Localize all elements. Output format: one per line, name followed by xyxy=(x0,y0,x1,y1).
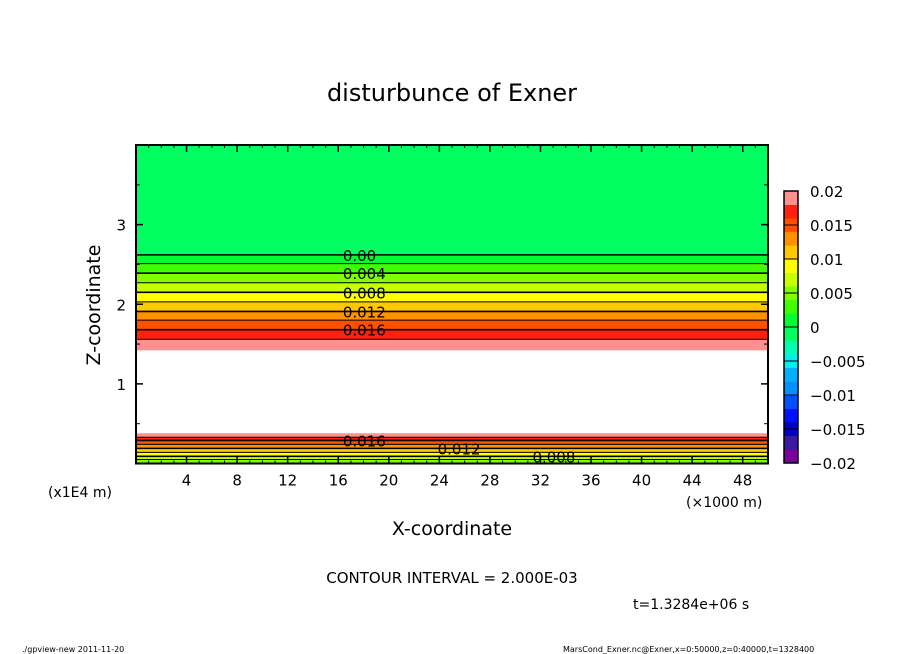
x-tick-label: 44 xyxy=(683,472,702,490)
colorbar-tick-label: −0.02 xyxy=(810,455,856,473)
contour-band xyxy=(136,456,768,460)
y-tick-label: 3 xyxy=(116,217,126,235)
colorbar-tick-label: −0.015 xyxy=(810,421,866,439)
colorbar-swatch xyxy=(784,367,798,382)
contour-label: 0.016 xyxy=(343,432,386,450)
colorbar-tick-label: 0.02 xyxy=(810,183,843,201)
contour-band xyxy=(136,320,768,330)
contour-band xyxy=(136,254,768,264)
contour-band xyxy=(136,448,768,453)
colorbar-swatch xyxy=(784,340,798,355)
colorbar-tick-label: −0.005 xyxy=(810,353,866,371)
contour-band xyxy=(136,433,768,438)
colorbar-swatch xyxy=(784,191,798,205)
contour-band xyxy=(136,444,768,449)
colorbar-swatch xyxy=(784,245,798,260)
contour-band xyxy=(136,452,768,457)
contour-band xyxy=(136,437,768,441)
colorbar-swatch xyxy=(784,395,798,409)
x-tick-label: 28 xyxy=(480,472,499,490)
colorbar-tick-label: −0.01 xyxy=(810,387,856,405)
colorbar-tick-label: 0.005 xyxy=(810,285,853,303)
footer-left: ./gpview-new 2011-11-20 xyxy=(22,645,124,654)
contour-label: 0.012 xyxy=(343,303,386,321)
x-axis-label: X-coordinate xyxy=(392,518,512,540)
y-axis-unit: (x1E4 m) xyxy=(48,485,112,501)
contour-label: 0.016 xyxy=(343,322,386,340)
contour-label: 0.00 xyxy=(343,247,376,265)
y-tick-label: 1 xyxy=(116,376,126,394)
y-axis-label: Z-coordinate xyxy=(83,245,105,366)
x-tick-label: 8 xyxy=(232,472,242,490)
x-tick-label: 40 xyxy=(632,472,651,490)
colorbar-swatch xyxy=(784,272,798,287)
time-text: t=1.3284e+06 s xyxy=(633,597,749,613)
x-tick-label: 24 xyxy=(430,472,449,490)
contour-interval-text: CONTOUR INTERVAL = 2.000E-03 xyxy=(326,569,577,587)
y-tick-label: 2 xyxy=(116,296,126,314)
contour-band xyxy=(136,339,768,351)
x-tick-label: 12 xyxy=(278,472,297,490)
x-tick-label: 48 xyxy=(733,472,752,490)
x-tick-label: 16 xyxy=(329,472,348,490)
contour-band xyxy=(136,292,768,302)
contour-band xyxy=(136,350,768,434)
x-tick-label: 20 xyxy=(379,472,398,490)
colorbar-swatch xyxy=(784,299,798,314)
contour-band xyxy=(136,440,768,445)
colorbar-swatch xyxy=(784,327,798,341)
x-tick-label: 32 xyxy=(531,472,550,490)
contour-band xyxy=(136,301,768,312)
colorbar-swatch xyxy=(784,435,798,450)
contour-label: 0.012 xyxy=(438,440,481,458)
x-tick-label: 36 xyxy=(581,472,600,490)
contour-band xyxy=(136,263,768,274)
x-axis-unit: (×1000 m) xyxy=(686,495,762,511)
colorbar-tick-label: 0.01 xyxy=(810,251,843,269)
colorbar-swatch xyxy=(784,449,798,464)
contour-band xyxy=(136,145,768,255)
contour-label: 0.008 xyxy=(343,284,386,302)
colorbar-swatch xyxy=(784,231,798,246)
colorbar-swatch xyxy=(784,204,798,219)
contour-band xyxy=(136,282,768,293)
colorbar-swatch xyxy=(784,408,798,423)
x-tick-label: 4 xyxy=(182,472,192,490)
colorbar: 0.02 0.015 0.01 0.005 0 −0.005 −0.01 −0.015 −0.0… xyxy=(783,183,866,473)
contour-label: 0.004 xyxy=(343,265,386,283)
colorbar-swatch xyxy=(784,313,798,328)
chart-title: disturbunce of Exner xyxy=(327,79,577,107)
contour-band xyxy=(136,273,768,283)
colorbar-tick-label: 0.015 xyxy=(810,217,853,235)
contour-label: 0.008 xyxy=(532,448,575,466)
colorbar-swatch xyxy=(784,381,798,396)
colorbar-swatch xyxy=(784,259,798,273)
contour-band xyxy=(136,329,768,340)
footer-right: MarsCond_Exner.nc@Exner,x=0:50000,z=0:40… xyxy=(563,645,814,654)
colorbar-tick-label: 0 xyxy=(810,319,820,337)
contour-band xyxy=(136,311,768,321)
